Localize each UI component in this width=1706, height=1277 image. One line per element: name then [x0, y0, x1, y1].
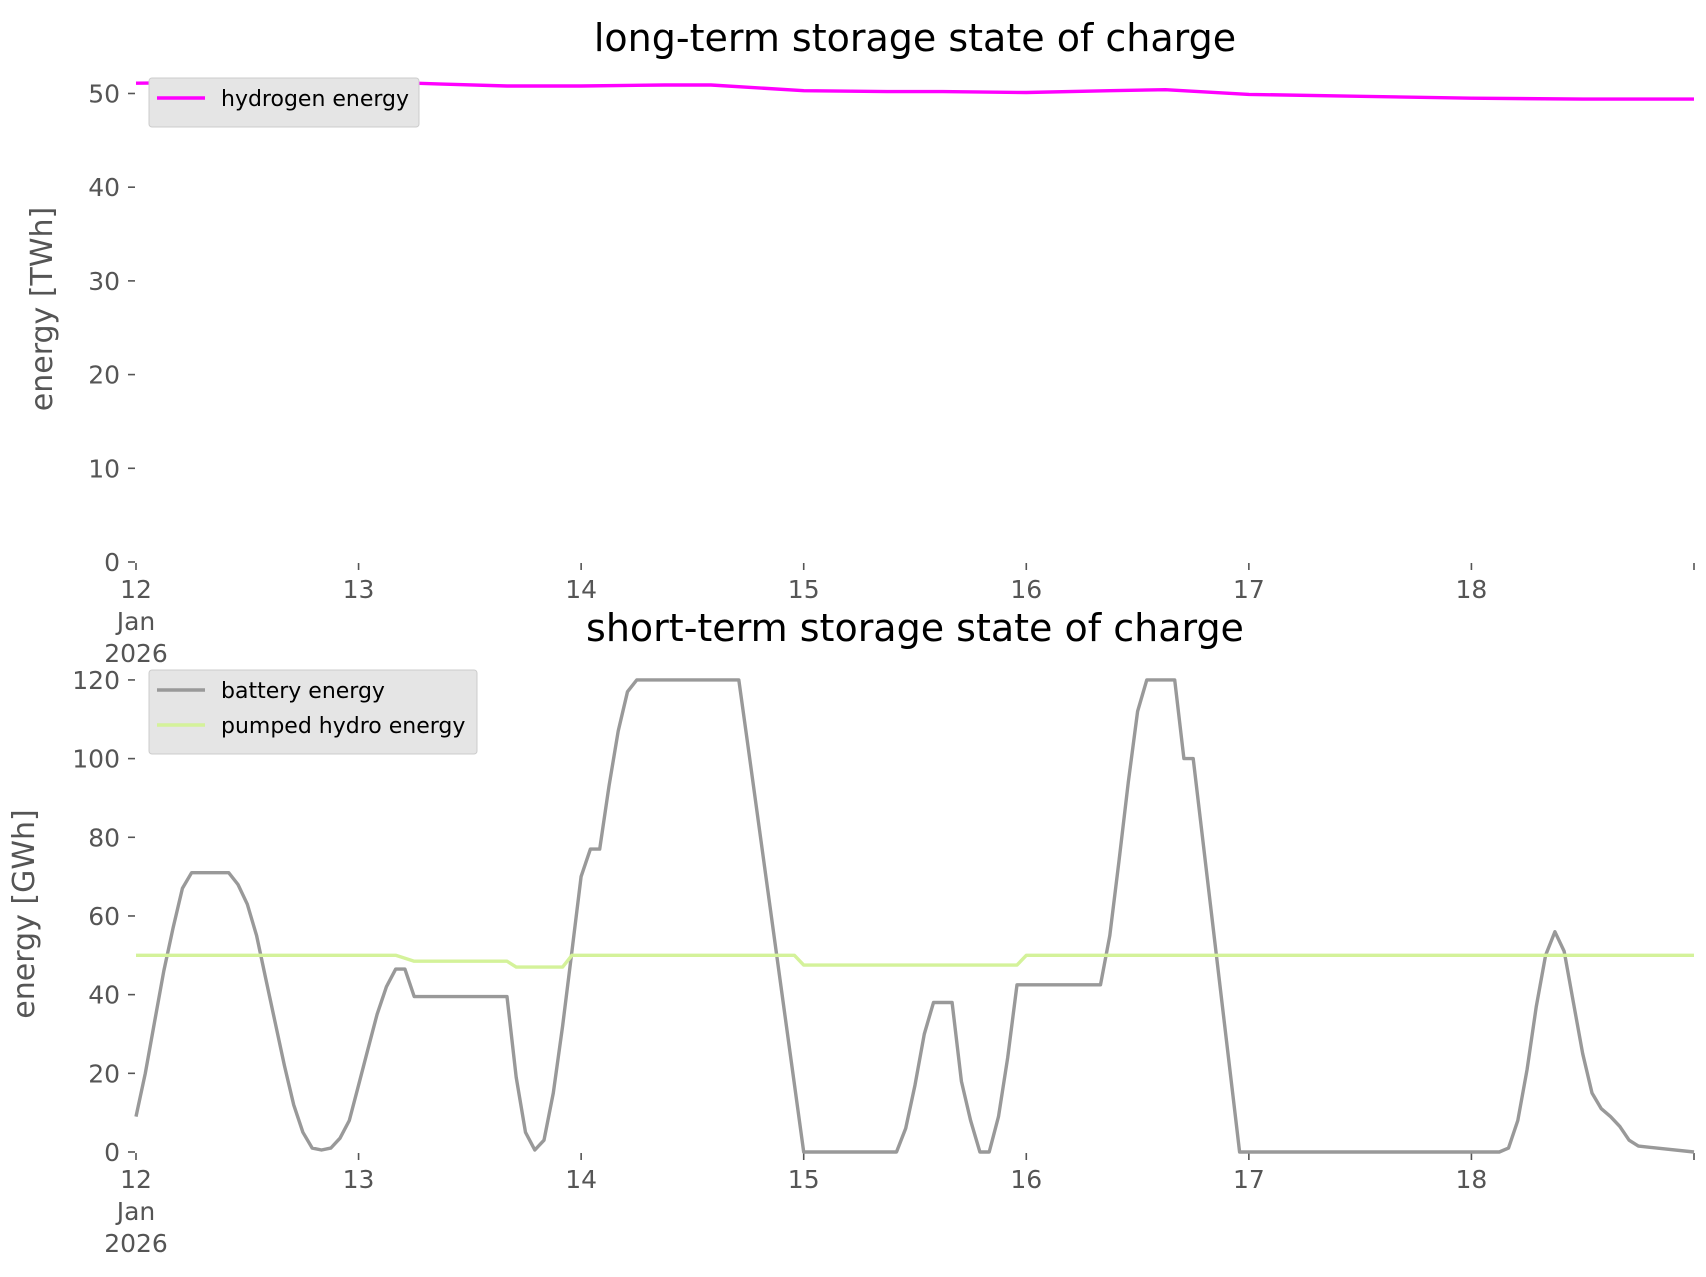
- y-axis-label: energy [GWh]: [7, 809, 42, 1018]
- legend-label: pumped hydro energy: [221, 714, 465, 739]
- chart-title: short-term storage state of charge: [586, 606, 1244, 650]
- legend-box: [148, 77, 420, 128]
- y-tick-label: 80: [88, 823, 120, 852]
- x-tick-label: 17: [1233, 575, 1265, 604]
- x-tick-label: 16: [1010, 1165, 1042, 1194]
- x-tick-label: 14: [565, 575, 597, 604]
- y-tick-label: 20: [88, 361, 120, 390]
- legend-box: [148, 669, 478, 755]
- series-line-battery-energy: [134, 678, 1695, 1154]
- y-tick-label: 40: [88, 173, 120, 202]
- legend-label: battery energy: [221, 679, 385, 704]
- x-tick-label: 17: [1233, 1165, 1265, 1194]
- series-line-pumped-hydro-energy: [136, 953, 1694, 969]
- plot-area: [135, 79, 1694, 101]
- series-line-hydrogen-energy: [135, 79, 1694, 101]
- chart-title: long-term storage state of charge: [594, 16, 1236, 60]
- legend-label: hydrogen energy: [221, 87, 409, 112]
- chart-1: long-term storage state of charge energy …: [25, 16, 1695, 668]
- x-tick-label: 18: [1456, 1165, 1488, 1194]
- y-tick-label: 30: [88, 267, 120, 296]
- chart-2: short-term storage state of charge energy…: [7, 606, 1695, 1258]
- x-tick-label: 12 Jan 2026: [104, 1165, 168, 1258]
- y-axis-label: energy [TWh]: [25, 207, 60, 411]
- y-tick-label: 100: [72, 745, 120, 774]
- x-tick-label: 15: [788, 1165, 820, 1194]
- x-tick-label: 13: [343, 1165, 375, 1194]
- y-tick-label: 120: [72, 666, 120, 695]
- x-tick-label: 18: [1456, 575, 1488, 604]
- y-tick-label: 60: [88, 902, 120, 931]
- legend: battery energy pumped hydro energy: [148, 669, 478, 755]
- y-tick-label: 10: [88, 454, 120, 483]
- y-tick-label: 20: [88, 1059, 120, 1088]
- x-tick-label: 12 Jan 2026: [104, 575, 168, 668]
- y-tick-label: 50: [88, 79, 120, 108]
- x-tick-label: 16: [1010, 575, 1042, 604]
- y-tick-label: 40: [88, 981, 120, 1010]
- x-tick-label: 15: [788, 575, 820, 604]
- x-tick-label: 13: [343, 575, 375, 604]
- y-tick-label: 0: [104, 548, 120, 577]
- legend: hydrogen energy: [148, 77, 420, 128]
- plot-area: [134, 678, 1695, 1154]
- x-tick-label: 14: [565, 1165, 597, 1194]
- y-tick-label: 0: [104, 1138, 120, 1167]
